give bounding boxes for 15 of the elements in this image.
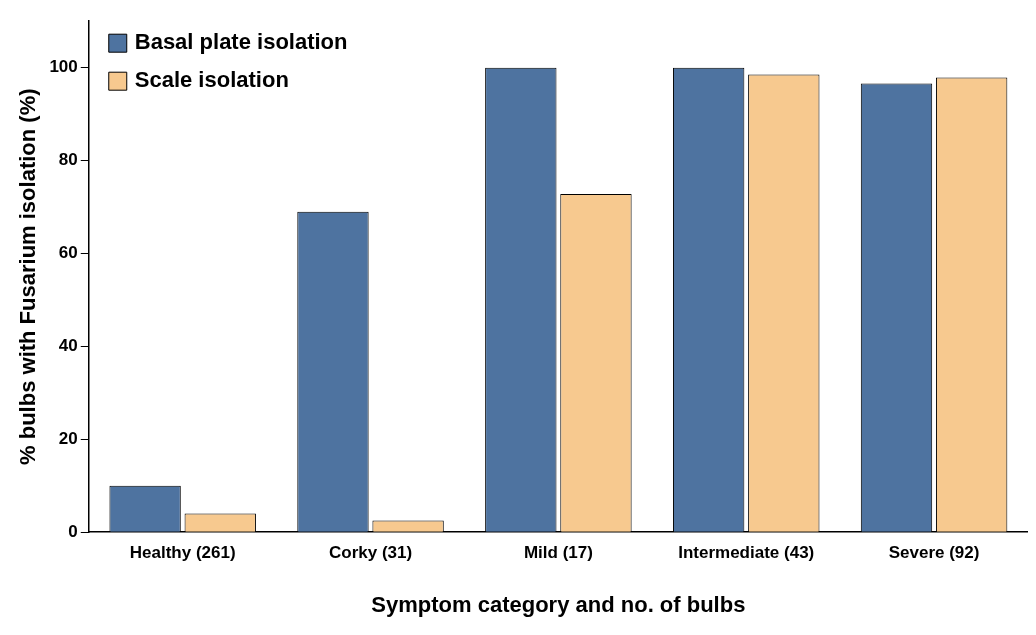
x-tick-label: Mild (17) xyxy=(523,543,593,563)
x-tick-label: Corky (31) xyxy=(328,543,413,563)
y-tick-label: 40 xyxy=(58,336,78,356)
y-tick-label: 80 xyxy=(58,150,78,170)
y-tick-label: 0 xyxy=(68,521,78,541)
x-tick-label: Severe (92) xyxy=(888,543,980,563)
y-axis-title: % bulbs with Fusarium isolation (%) xyxy=(15,88,41,465)
x-tick-label: Healthy (261) xyxy=(129,543,236,563)
legend-label: Basal plate isolation xyxy=(134,29,348,55)
x-axis-title: Symptom category and no. of bulbs xyxy=(371,591,746,617)
y-tick-label: 100 xyxy=(49,57,78,77)
x-tick-label: Intermediate (43) xyxy=(678,543,815,563)
y-tick-label: 20 xyxy=(58,428,78,448)
legend-label: Scale isolation xyxy=(134,67,289,93)
y-tick-label: 60 xyxy=(58,243,78,263)
